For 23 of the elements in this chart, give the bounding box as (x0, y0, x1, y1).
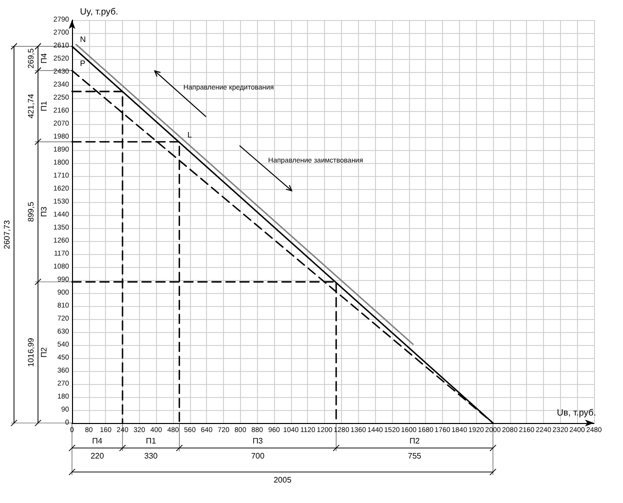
text: 755 (408, 452, 422, 460)
text: 2607,73 (2, 220, 12, 250)
text: П4 (40, 52, 48, 64)
annotation: P (80, 59, 86, 68)
text: 899,5 (26, 201, 36, 222)
text: П3 (40, 206, 48, 217)
annotation: N (80, 34, 86, 44)
text: 421,74 (26, 93, 36, 118)
text: П2 (409, 436, 420, 446)
text: П3 (252, 436, 264, 446)
text: 2005 (274, 476, 292, 484)
text: 1016,99 (26, 337, 36, 367)
x-axis-title: Uв, т.руб. (556, 408, 596, 418)
text: П1 (146, 436, 157, 446)
text: 700 (251, 452, 265, 460)
text: П4 (92, 436, 103, 446)
text: 330 (144, 452, 158, 460)
text: 220 (90, 452, 104, 460)
text: П1 (40, 100, 48, 112)
text: П2 (40, 346, 48, 358)
text: 269,5 (26, 48, 36, 68)
y-axis-title: Uy, т.руб. (80, 6, 118, 16)
annotation: L (187, 130, 192, 140)
